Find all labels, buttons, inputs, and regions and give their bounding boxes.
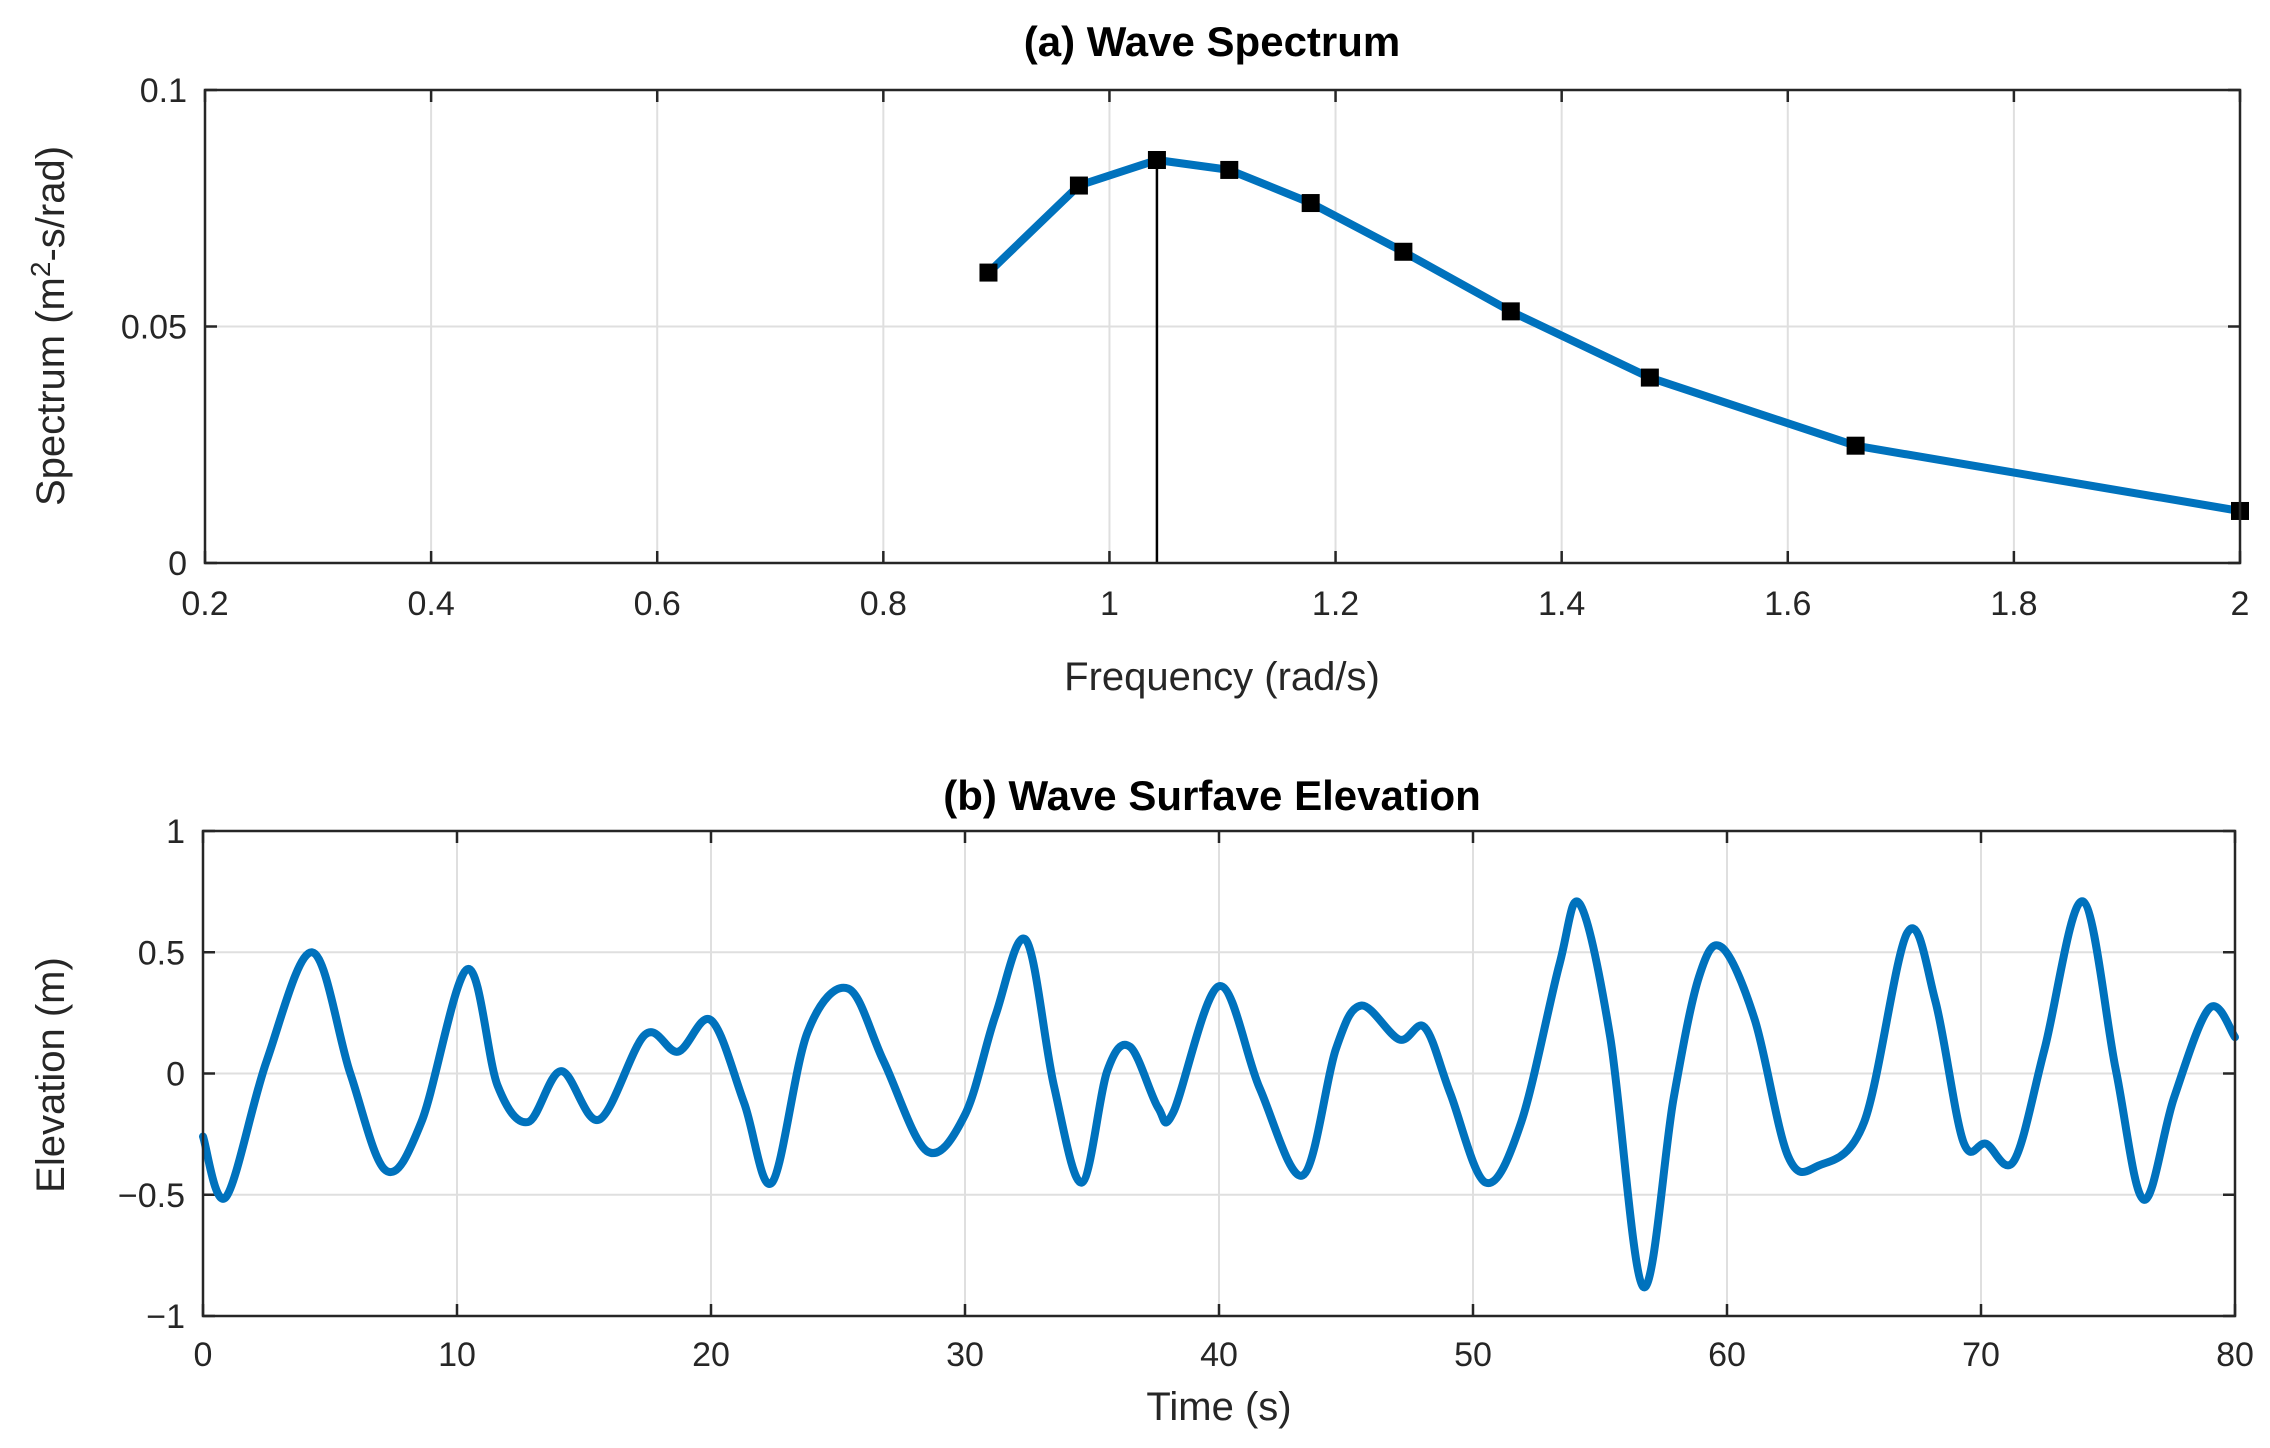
y-tick-label: 0 [168,545,187,583]
x-tick-label: 0.8 [860,585,907,623]
y-tick-label: 0.5 [138,934,185,972]
spectrum-marker [1220,160,1239,179]
y-tick-label: 0.1 [140,72,187,110]
y-tick-label: 0.05 [121,309,187,347]
elevation-x-ticks: 0 10 20 30 40 50 60 70 80 [194,831,2254,1374]
spectrum-axes-box [203,88,2242,565]
spectrum-marker [1147,151,1166,170]
spectrum-panel: (a) Wave Spectrum 0.2 0.4 0.6 0.8 1 1.2 1.4 1.6… [25,18,2249,699]
y-tick-label: −0.5 [118,1177,185,1215]
x-tick-label: 1.6 [1764,585,1811,623]
spectrum-marker [979,263,998,282]
elevation-y-label: Elevation (m) [29,957,73,1193]
x-tick-label: 1.4 [1538,585,1585,623]
spectrum-marker [1846,436,1865,455]
y-tick-label: 1 [166,813,185,851]
spectrum-marker [1640,368,1659,387]
spectrum-series-line [984,156,2244,515]
x-tick-label: 70 [1962,1336,2000,1374]
spectrum-marker [1394,242,1413,261]
spectrum-y-label: Spectrum (m2-s/rad) [25,146,73,506]
elevation-panel: (b) Wave Surfave Elevation 0 10 20 30 40 50 60… [29,772,2254,1429]
x-tick-label: 50 [1454,1336,1492,1374]
elevation-grid [203,831,2235,1316]
x-tick-label: 80 [2216,1336,2254,1374]
spectrum-grid [205,90,2240,563]
elevation-title: (b) Wave Surfave Elevation [943,772,1481,819]
x-tick-label: 1.2 [1312,585,1359,623]
x-tick-label: 0 [194,1336,213,1374]
x-tick-label: 40 [1200,1336,1238,1374]
x-tick-label: 0.4 [407,585,454,623]
elevation-y-ticks: −1 −0.5 0 0.5 1 [118,813,2235,1336]
x-tick-label: 1 [1100,585,1119,623]
spectrum-title: (a) Wave Spectrum [1024,18,1401,65]
x-tick-label: 30 [946,1336,984,1374]
spectrum-marker [1069,176,1088,195]
spectrum-marker [1501,302,1520,321]
x-tick-label: 2 [2231,585,2250,623]
y-tick-label: 0 [166,1056,185,1094]
elevation-axes-box [201,829,2237,1318]
y-tick-label: −1 [146,1298,185,1336]
x-tick-label: 20 [692,1336,730,1374]
x-tick-label: 0.2 [181,585,228,623]
spectrum-marker [1301,194,1320,213]
spectrum-x-label: Frequency (rad/s) [1064,655,1380,699]
spectrum-x-ticks: 0.2 0.4 0.6 0.8 1 1.2 1.4 1.6 1.8 2 [181,90,2249,623]
x-tick-label: 60 [1708,1336,1746,1374]
x-tick-label: 10 [438,1336,476,1374]
x-tick-label: 0.6 [634,585,681,623]
elevation-series-line [199,897,2239,1291]
elevation-x-label: Time (s) [1146,1385,1291,1429]
x-tick-label: 1.8 [1990,585,2037,623]
